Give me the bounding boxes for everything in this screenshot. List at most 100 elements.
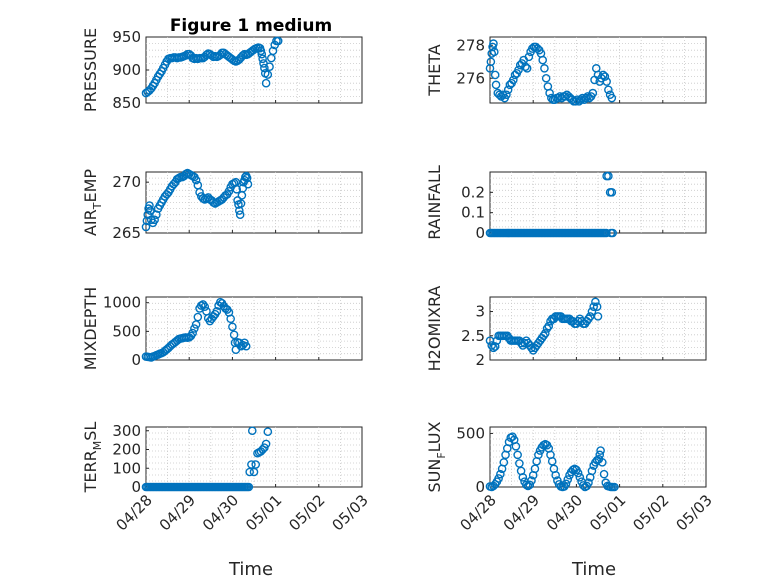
data-point — [247, 460, 256, 469]
data-point — [490, 342, 500, 351]
y-axis-label-main: AIR — [81, 209, 100, 236]
y-axis-label-main: THETA — [425, 44, 444, 96]
data-point — [596, 446, 605, 455]
data-point — [487, 341, 497, 350]
x-tick-label: 04/30 — [543, 491, 586, 534]
y-axis-label-main: H2OMIXRA — [425, 286, 444, 372]
data-point — [261, 439, 271, 449]
y-tick-label: 265 — [112, 224, 141, 242]
x-tick-label: 05/01 — [586, 491, 629, 534]
data-point — [518, 473, 528, 482]
data-point — [604, 85, 613, 95]
data-point — [573, 468, 583, 478]
data-point — [489, 39, 498, 48]
data-point — [575, 473, 585, 482]
data-point — [584, 314, 593, 324]
data-point — [200, 302, 210, 312]
data-point — [514, 65, 523, 75]
data-point — [486, 57, 496, 67]
data-point — [539, 331, 548, 341]
data-point — [598, 70, 608, 80]
data-point — [604, 171, 613, 181]
data-point — [587, 307, 597, 316]
data-point — [534, 450, 543, 460]
data-point — [571, 97, 580, 106]
data-point — [232, 184, 242, 194]
data-point — [257, 49, 267, 59]
data-point — [527, 343, 536, 353]
y-tick-label: 0 — [131, 478, 141, 496]
y-tick-label: 1000 — [103, 294, 141, 312]
data-point — [236, 199, 246, 208]
y-tick-label: 300 — [112, 422, 141, 440]
x-axis-label-left: Time — [228, 559, 273, 580]
y-tick-label: 100 — [112, 459, 141, 477]
data-point — [235, 210, 245, 219]
data-point — [561, 479, 571, 489]
y-tick-label: 2.5 — [461, 327, 485, 345]
x-tick-label: 05/03 — [673, 491, 716, 534]
data-point — [258, 54, 267, 64]
data-point — [244, 482, 254, 492]
data-point — [152, 210, 161, 219]
data-point — [600, 72, 610, 81]
data-point — [263, 70, 273, 79]
y-tick-label: 3 — [475, 303, 485, 321]
data-point — [540, 64, 549, 73]
y-axis-label-tail: SL — [81, 422, 100, 441]
data-point — [150, 215, 159, 225]
data-point — [198, 300, 208, 309]
data-point — [238, 183, 248, 193]
data-point — [212, 307, 222, 316]
x-tick-label: 05/03 — [329, 491, 372, 534]
y-tick-label: 0 — [475, 224, 485, 242]
data-point — [146, 206, 155, 215]
data-point — [509, 75, 518, 85]
data-point — [545, 88, 554, 98]
data-point — [589, 302, 598, 311]
data-point — [494, 474, 503, 483]
data-point — [503, 85, 513, 95]
y-axis-label: RAINFALL — [425, 165, 444, 240]
data-point — [542, 324, 552, 333]
x-tick-label: 04/29 — [500, 491, 543, 534]
data-point — [527, 476, 536, 485]
series-markers — [141, 426, 273, 492]
data-point — [251, 460, 261, 469]
panel-h2omixra: 2 2.5 3 H2OMIXRA — [425, 286, 707, 372]
data-point — [511, 441, 521, 451]
y-tick-label: 850 — [112, 94, 141, 112]
x-axis-label-right: Time — [571, 559, 616, 580]
data-point — [581, 93, 591, 103]
data-point — [563, 475, 573, 484]
y-tick-label: 0.2 — [461, 183, 485, 201]
panel-sun_flux: 0 500 04/28 04/29 04/30 05/01 05/02 05/03 SUNFLU… — [425, 421, 716, 534]
panel-air_temp: 265 270 AIRTEMP — [81, 168, 363, 242]
data-point — [226, 314, 235, 324]
series-markers — [141, 297, 251, 362]
y-axis-label-subscript: T — [91, 202, 104, 210]
data-point — [588, 88, 598, 98]
y-tick-label: 0.1 — [461, 204, 485, 222]
y-tick-label: 0 — [131, 351, 141, 369]
panel-rainfall: 0 0.1 0.2 RAINFALL — [425, 165, 707, 242]
y-axis-label-main: SUN — [425, 459, 444, 493]
series-markers — [141, 168, 253, 232]
data-point — [513, 450, 522, 460]
y-axis-label: MIXDEPTH — [81, 287, 100, 370]
data-point — [525, 480, 535, 490]
y-axis-label-main: MIXDEPTH — [81, 287, 100, 370]
data-point — [268, 46, 278, 56]
panel-theta: 276 278 THETA — [425, 36, 707, 106]
data-point — [190, 324, 199, 333]
data-point — [599, 469, 609, 479]
data-point — [188, 328, 197, 338]
data-point — [524, 52, 534, 62]
y-axis-label: PRESSURE — [81, 28, 100, 112]
y-axis-label-tail: LUX — [425, 421, 444, 452]
data-point — [520, 338, 529, 348]
data-point — [193, 312, 203, 322]
grid-lines — [490, 172, 706, 233]
